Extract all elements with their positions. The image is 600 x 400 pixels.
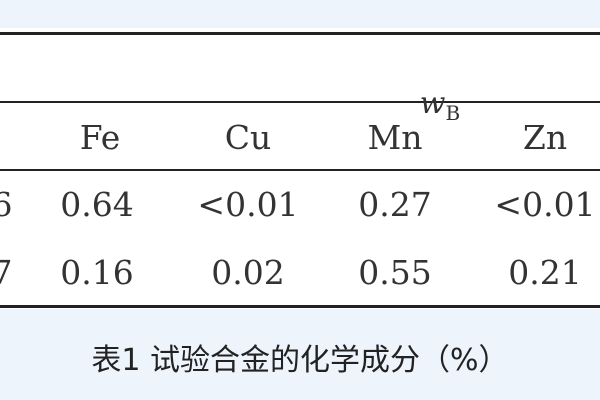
unit-label: wB — [420, 86, 460, 125]
table-cell: <0.01 — [197, 185, 299, 224]
header-cu: Cu — [224, 118, 272, 157]
table-cell: 0.02 — [211, 253, 285, 292]
header-zn: Zn — [522, 118, 568, 157]
table-cell: 0.16 — [60, 253, 134, 292]
column-header-rule — [0, 169, 600, 171]
table-cell: 6 — [0, 185, 13, 224]
header-fe: Fe — [79, 118, 121, 157]
table-cell: 7 — [0, 253, 13, 292]
table-cell: <0.01 — [494, 185, 596, 224]
unit-subscript: B — [445, 101, 461, 125]
table-cell: 0.55 — [358, 253, 432, 292]
bottom-rule — [0, 305, 600, 308]
header-rule — [0, 101, 600, 103]
unit-symbol: w — [419, 86, 446, 121]
table-cell: 0.27 — [358, 185, 432, 224]
table-cell: 0.64 — [60, 185, 134, 224]
table-cell: 0.21 — [508, 253, 582, 292]
top-rule — [0, 32, 600, 35]
table-caption: 表1 试验合金的化学成分（%） — [91, 343, 509, 378]
header-mn: Mn — [367, 118, 423, 157]
chemical-composition-table: wB Fe Cu Mn Zn 6 0.64 <0.01 0.27 <0.01 7… — [0, 28, 600, 309]
